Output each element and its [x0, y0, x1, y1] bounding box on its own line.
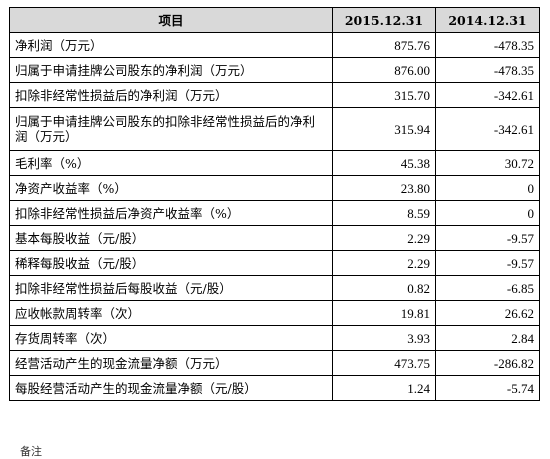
row-value-2014: -9.57	[435, 250, 540, 276]
row-value-2015: 473.75	[332, 350, 436, 376]
row-value-2014: -478.35	[435, 57, 540, 83]
table-row: 经营活动产生的现金流量净额（万元） 473.75 -286.82	[9, 350, 540, 376]
row-label: 毛利率（%）	[9, 150, 333, 176]
table-row: 扣除非经常性损益后每股收益（元/股） 0.82 -6.85	[9, 275, 540, 301]
row-value-2014: -342.61	[435, 107, 540, 151]
row-label: 净利润（万元）	[9, 32, 333, 58]
row-value-2015: 2.29	[332, 250, 436, 276]
row-value-2015: 315.70	[332, 82, 436, 108]
row-label: 净资产收益率（%）	[9, 175, 333, 201]
table-row: 应收帐款周转率（次） 19.81 26.62	[9, 300, 540, 326]
row-value-2014: -9.57	[435, 225, 540, 251]
footnote-text: 备注	[20, 445, 42, 458]
table-row: 净资产收益率（%） 23.80 0	[9, 175, 540, 201]
financial-indicators-table: 项目 2015.12.31 2014.12.31 净利润（万元） 875.76 …	[9, 7, 540, 401]
table-row: 归属于申请挂牌公司股东的净利润（万元） 876.00 -478.35	[9, 57, 540, 83]
table-header-row: 项目 2015.12.31 2014.12.31	[9, 7, 540, 33]
row-value-2014: -286.82	[435, 350, 540, 376]
table-row: 扣除非经常性损益后的净利润（万元） 315.70 -342.61	[9, 82, 540, 108]
row-value-2014: -6.85	[435, 275, 540, 301]
row-value-2015: 45.38	[332, 150, 436, 176]
row-label: 稀释每股收益（元/股）	[9, 250, 333, 276]
row-label: 存货周转率（次）	[9, 325, 333, 351]
row-value-2015: 2.29	[332, 225, 436, 251]
row-value-2015: 0.82	[332, 275, 436, 301]
header-2015: 2015.12.31	[332, 7, 436, 33]
row-value-2014: 2.84	[435, 325, 540, 351]
row-value-2015: 8.59	[332, 200, 436, 226]
header-2014: 2014.12.31	[435, 7, 540, 33]
row-value-2015: 19.81	[332, 300, 436, 326]
row-value-2014: 30.72	[435, 150, 540, 176]
row-label: 扣除非经常性损益后的净利润（万元）	[9, 82, 333, 108]
table-row: 存货周转率（次） 3.93 2.84	[9, 325, 540, 351]
header-item: 项目	[9, 7, 333, 33]
row-label: 基本每股收益（元/股）	[9, 225, 333, 251]
row-label: 每股经营活动产生的现金流量净额（元/股）	[9, 375, 333, 401]
table-row: 净利润（万元） 875.76 -478.35	[9, 32, 540, 58]
table-row: 基本每股收益（元/股） 2.29 -9.57	[9, 225, 540, 251]
row-value-2015: 1.24	[332, 375, 436, 401]
row-value-2015: 315.94	[332, 107, 436, 151]
row-label: 归属于申请挂牌公司股东的净利润（万元）	[9, 57, 333, 83]
row-value-2014: 0	[435, 175, 540, 201]
table-row: 毛利率（%） 45.38 30.72	[9, 150, 540, 176]
row-value-2014: -478.35	[435, 32, 540, 58]
financial-indicators-table-container: 项目 2015.12.31 2014.12.31 净利润（万元） 875.76 …	[9, 7, 540, 401]
row-value-2014: 26.62	[435, 300, 540, 326]
row-value-2015: 23.80	[332, 175, 436, 201]
row-value-2015: 3.93	[332, 325, 436, 351]
row-label: 扣除非经常性损益后每股收益（元/股）	[9, 275, 333, 301]
row-label: 归属于申请挂牌公司股东的扣除非经常性损益后的净利润（万元）	[9, 107, 333, 151]
row-value-2015: 875.76	[332, 32, 436, 58]
table-row: 稀释每股收益（元/股） 2.29 -9.57	[9, 250, 540, 276]
table-row: 归属于申请挂牌公司股东的扣除非经常性损益后的净利润（万元） 315.94 -34…	[9, 107, 540, 151]
row-label: 扣除非经常性损益后净资产收益率（%）	[9, 200, 333, 226]
row-value-2014: -342.61	[435, 82, 540, 108]
row-label: 应收帐款周转率（次）	[9, 300, 333, 326]
table-row: 扣除非经常性损益后净资产收益率（%） 8.59 0	[9, 200, 540, 226]
table-row: 每股经营活动产生的现金流量净额（元/股） 1.24 -5.74	[9, 375, 540, 401]
row-value-2014: -5.74	[435, 375, 540, 401]
row-label: 经营活动产生的现金流量净额（万元）	[9, 350, 333, 376]
row-value-2015: 876.00	[332, 57, 436, 83]
row-value-2014: 0	[435, 200, 540, 226]
